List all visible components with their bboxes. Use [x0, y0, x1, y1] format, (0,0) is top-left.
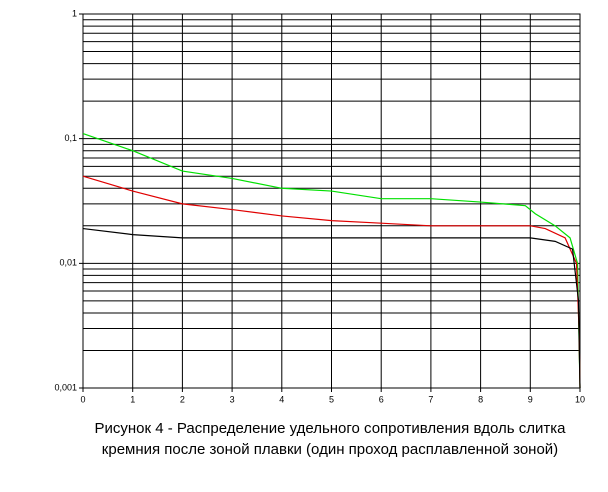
x-tick-label: 3 — [230, 394, 235, 404]
series-line — [82, 227, 581, 389]
y-tick-label: 0,001 — [54, 382, 77, 392]
y-tick-label: 0,01 — [59, 258, 77, 268]
x-tick-label: 8 — [478, 394, 483, 404]
x-tick-label: 1 — [130, 394, 135, 404]
y-tick-label: 0,1 — [64, 133, 77, 143]
plot-frame — [82, 13, 581, 389]
x-tick-label: 2 — [180, 394, 185, 404]
x-tick-label: 6 — [379, 394, 384, 404]
series-line — [82, 132, 581, 389]
x-tick-label: 0 — [80, 394, 85, 404]
x-tick-label: 5 — [329, 394, 334, 404]
y-tick-label: 1 — [72, 8, 77, 18]
x-tick-label: 7 — [428, 394, 433, 404]
x-tick-label: 10 — [575, 394, 585, 404]
chart-title: Рисунок 4 - Распределение удельного сопр… — [94, 420, 566, 458]
x-tick-label: 4 — [279, 394, 284, 404]
x-tick-label: 9 — [528, 394, 533, 404]
